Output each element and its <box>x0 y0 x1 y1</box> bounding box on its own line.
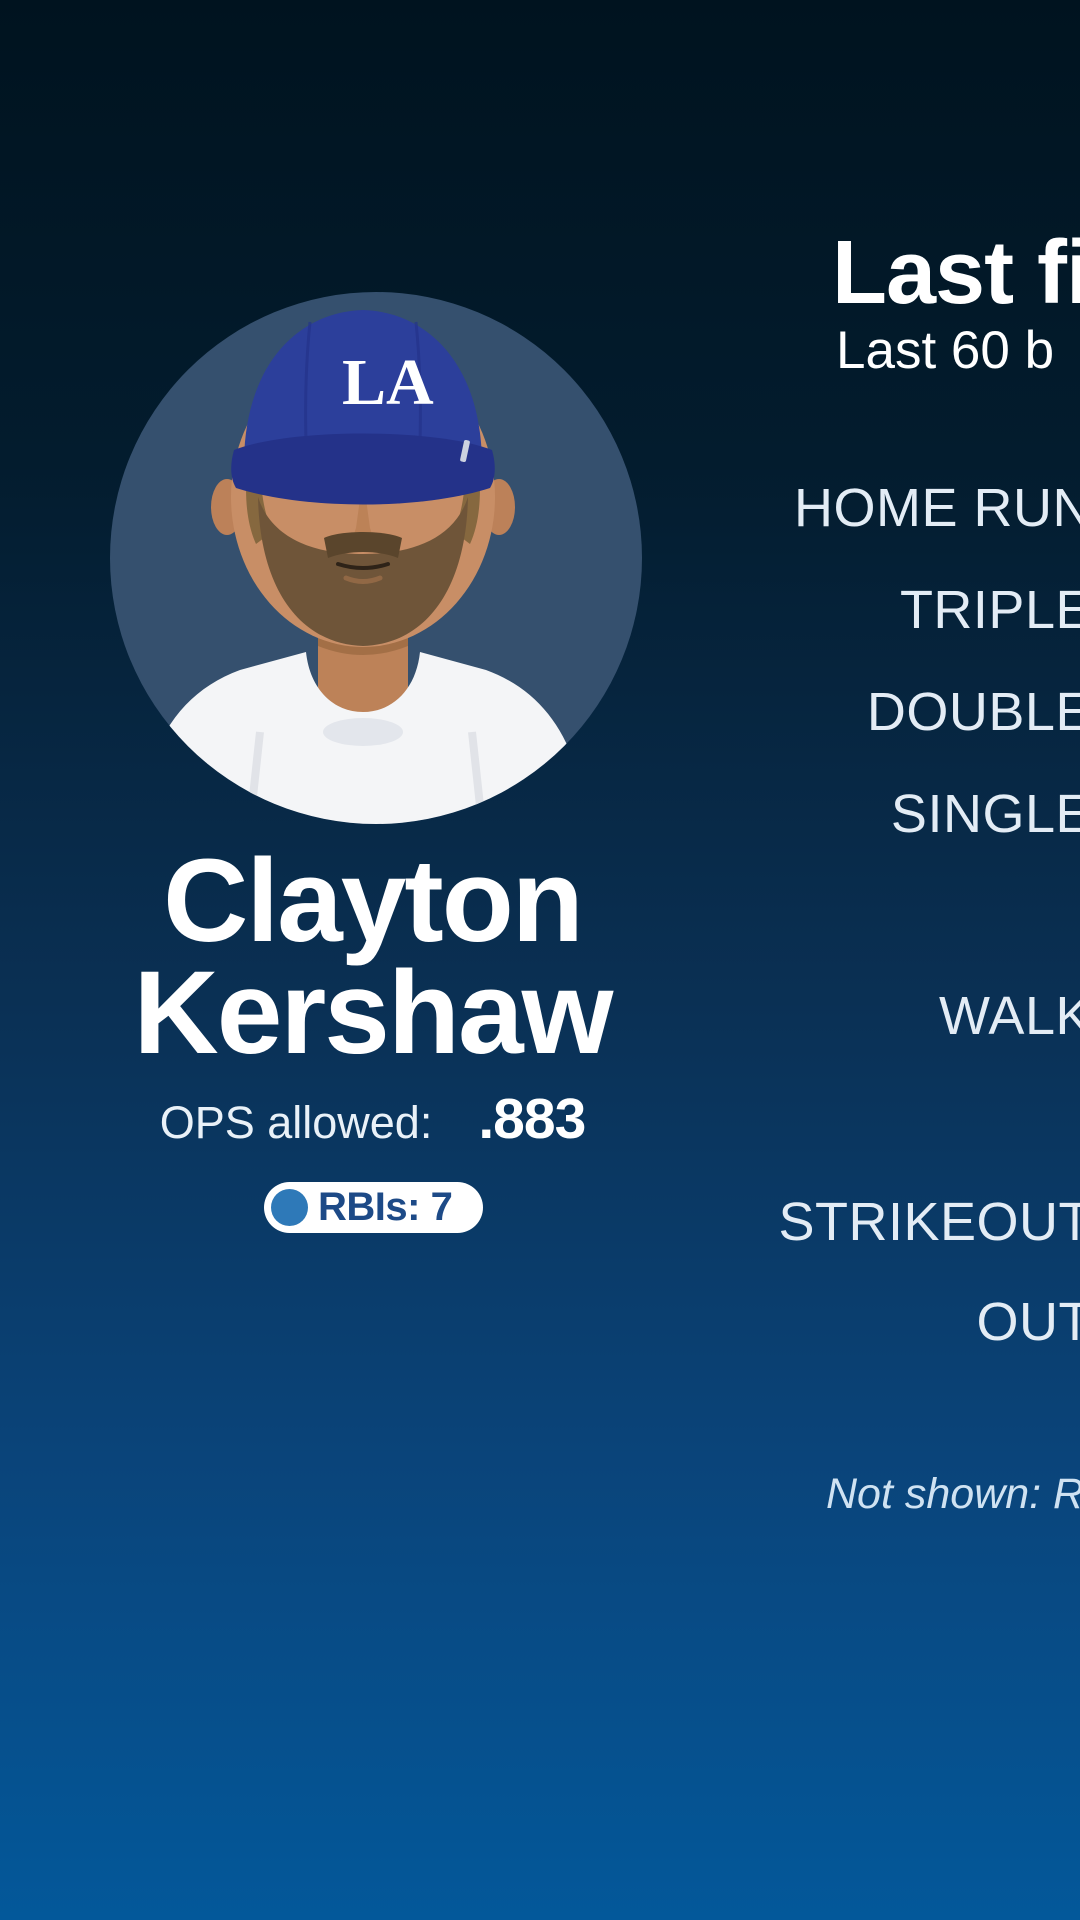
player-last-name: Kershaw <box>133 947 614 1080</box>
stat-category-single: SINGLE <box>890 784 1080 844</box>
player-photo: LA <box>110 292 642 824</box>
stat-category-triple: TRIPLE <box>899 580 1080 640</box>
ops-allowed-label: OPS allowed: <box>159 1097 433 1148</box>
rbi-badge: RBIs: 7 <box>264 1182 483 1233</box>
chart-title: Last fi <box>832 223 1080 323</box>
player-first-name: Clayton <box>163 835 584 967</box>
stat-category-walk: WALK <box>938 986 1080 1046</box>
cap-la-logo: LA <box>342 346 434 419</box>
player-name: Clayton Kershaw <box>40 835 705 1080</box>
rbi-badge-label: RBIs: 7 <box>318 1185 453 1229</box>
stat-category-home-run: HOME RUN <box>794 478 1080 538</box>
cap-side-flag-mark <box>460 439 470 463</box>
ops-allowed-value: .883 <box>478 1087 586 1151</box>
ops-allowed-row: OPS allowed: .883 <box>60 1086 685 1152</box>
chart-footnote: Not shown: Re <box>826 1470 1080 1518</box>
team-color-dot-icon <box>271 1189 308 1226</box>
stat-category-strikeout: STRIKEOUT <box>778 1192 1080 1252</box>
stat-category-out: OUT <box>976 1292 1080 1352</box>
player-avatar-illustration: LA <box>110 292 642 824</box>
stat-category-double: DOUBLE <box>866 682 1080 742</box>
chart-subtitle: Last 60 b <box>836 321 1055 380</box>
